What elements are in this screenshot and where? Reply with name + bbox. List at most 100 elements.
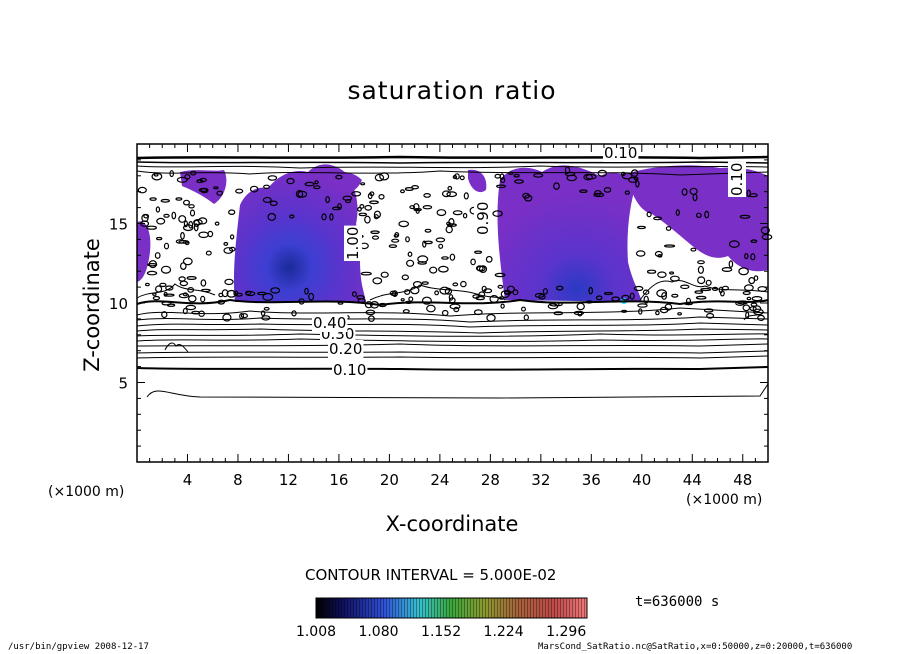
supersaturation-region-top-mid	[330, 171, 362, 193]
colorbar-stripes	[316, 598, 587, 618]
cloud-contour-speck	[664, 303, 673, 311]
x-tick-label: 28	[481, 471, 500, 489]
cloud-contour-speck	[182, 292, 188, 297]
cloud-contour-speck	[524, 194, 533, 202]
cloud-contour-speck	[642, 289, 650, 295]
cloud-contour-speck	[228, 209, 236, 216]
cloud-contour-speck	[197, 217, 208, 225]
cloud-contour-speck	[438, 243, 444, 249]
cloud-contour-speck	[163, 213, 170, 218]
cloud-contour-speck	[304, 287, 309, 295]
cloud-contour-speck	[534, 292, 545, 298]
cloud-contour-speck	[374, 173, 385, 182]
cloud-contour-speck	[263, 184, 270, 189]
contour-labels: 0.100.200.300.400.101.000.900.10	[312, 144, 746, 379]
cloud-contour-speck	[656, 289, 668, 298]
cloud-contour-speck	[746, 189, 752, 198]
cloud-contour-speck	[721, 267, 733, 273]
cloud-contour-speck	[214, 221, 220, 226]
cloud-contour-speck	[750, 239, 758, 244]
contour-label: 0.10	[728, 163, 746, 196]
cloud-contour-speck	[364, 215, 371, 224]
cloud-contour-speck	[216, 190, 224, 196]
cloud-contour-speck	[752, 305, 762, 313]
cloud-contour-speck	[549, 301, 560, 307]
cloud-contour-speck	[191, 310, 201, 315]
y-axis-label: Z-coordinate	[80, 238, 104, 372]
cloud-contour-speck	[439, 286, 450, 295]
cloud-contour-speck	[146, 225, 158, 230]
cloud-contour-speck	[321, 213, 327, 221]
cloud-contour-speck	[401, 274, 409, 281]
cloud-contour-speck	[308, 292, 315, 301]
cloud-contour-speck	[379, 172, 390, 181]
cloud-contour-speck	[697, 276, 706, 285]
cloud-contour-speck	[454, 173, 460, 180]
cloud-contour-speck	[721, 285, 730, 291]
y-axis-unit: (×1000 m)	[48, 484, 125, 500]
cloud-contour-speck	[370, 230, 380, 235]
cloud-contour-speck	[267, 175, 278, 181]
cloud-contour-speck	[680, 284, 690, 290]
cloud-contour-speck	[513, 173, 520, 178]
cloud-contour-speck	[738, 267, 749, 276]
cloud-contour-speck	[514, 179, 524, 184]
cloud-contour-speck	[749, 193, 758, 198]
cloud-contour-speck	[393, 233, 399, 238]
cloud-contour-speck	[240, 313, 248, 319]
cloud-contour-speck	[554, 301, 563, 307]
cloud-contour-speck	[186, 276, 197, 281]
cloud-contour-speck	[175, 197, 183, 201]
x-tick-label: 40	[632, 471, 651, 489]
x-tick-label: 20	[380, 471, 399, 489]
cloud-contour-speck	[445, 225, 453, 234]
cloud-contour-speck	[573, 310, 585, 316]
cloud-contour-speck	[183, 220, 188, 228]
cloud-contour-speck	[200, 279, 207, 287]
cloud-contour-speck	[196, 179, 204, 184]
cloud-contour-speck	[405, 236, 410, 243]
cloud-contour-speck	[633, 285, 644, 292]
cloud-contour-speck	[703, 308, 714, 313]
contour-label: 0.40	[313, 314, 346, 332]
supersaturation-region-edge-left	[137, 221, 151, 282]
cloud-contour-speck	[555, 285, 564, 291]
cloud-contour-speck	[364, 301, 373, 309]
colorbar-tick-label: 1.008	[296, 624, 336, 640]
colorbar-tick-labels: 1.008 1.080 1.152 1.224 1.296	[296, 624, 586, 640]
cloud-contour-speck	[447, 185, 453, 191]
cloud-contour-speck	[291, 310, 297, 317]
cloud-contour-speck	[314, 180, 319, 185]
cloud-contour-speck	[653, 216, 663, 221]
cloud-contour-speck	[331, 206, 341, 211]
cloud-contour-speck	[728, 240, 740, 248]
cloud-contour-speck	[161, 301, 172, 306]
cloud-contour-speck	[342, 195, 353, 201]
cloud-contour-speck	[185, 304, 196, 311]
time-label: t=636000 s	[635, 594, 720, 610]
cloud-contour-speck	[629, 292, 635, 300]
cloud-contour-speck	[217, 299, 226, 305]
cloud-contour-speck	[520, 306, 526, 312]
cloud-contour-speck	[434, 290, 440, 296]
x-tick-label: 24	[430, 471, 449, 489]
cloud-contour-speck	[144, 282, 150, 287]
cloud-contour-speck	[705, 279, 712, 286]
cloud-contour-speck	[141, 213, 149, 223]
cloud-contour-speck	[267, 212, 277, 221]
cloud-contour-speck	[408, 296, 414, 302]
cloud-contour-speck	[586, 300, 593, 304]
cloud-contour-speck	[760, 226, 770, 235]
cloud-contour-speck	[171, 211, 177, 220]
cloud-contour-speck	[449, 253, 456, 261]
x-tick-label: 8	[233, 471, 243, 489]
cloud-contour-speck	[621, 294, 630, 301]
cloud-contour-speck	[728, 260, 734, 268]
contour-label: 0.10	[333, 361, 366, 379]
cloud-contour-speck	[628, 176, 638, 183]
cloud-contour-speck	[745, 311, 750, 319]
cloud-contour-speck	[735, 300, 745, 306]
cloud-contour-speck	[460, 280, 467, 288]
cloud-contour-speck	[149, 197, 157, 201]
cloud-contour-speck	[637, 303, 648, 308]
